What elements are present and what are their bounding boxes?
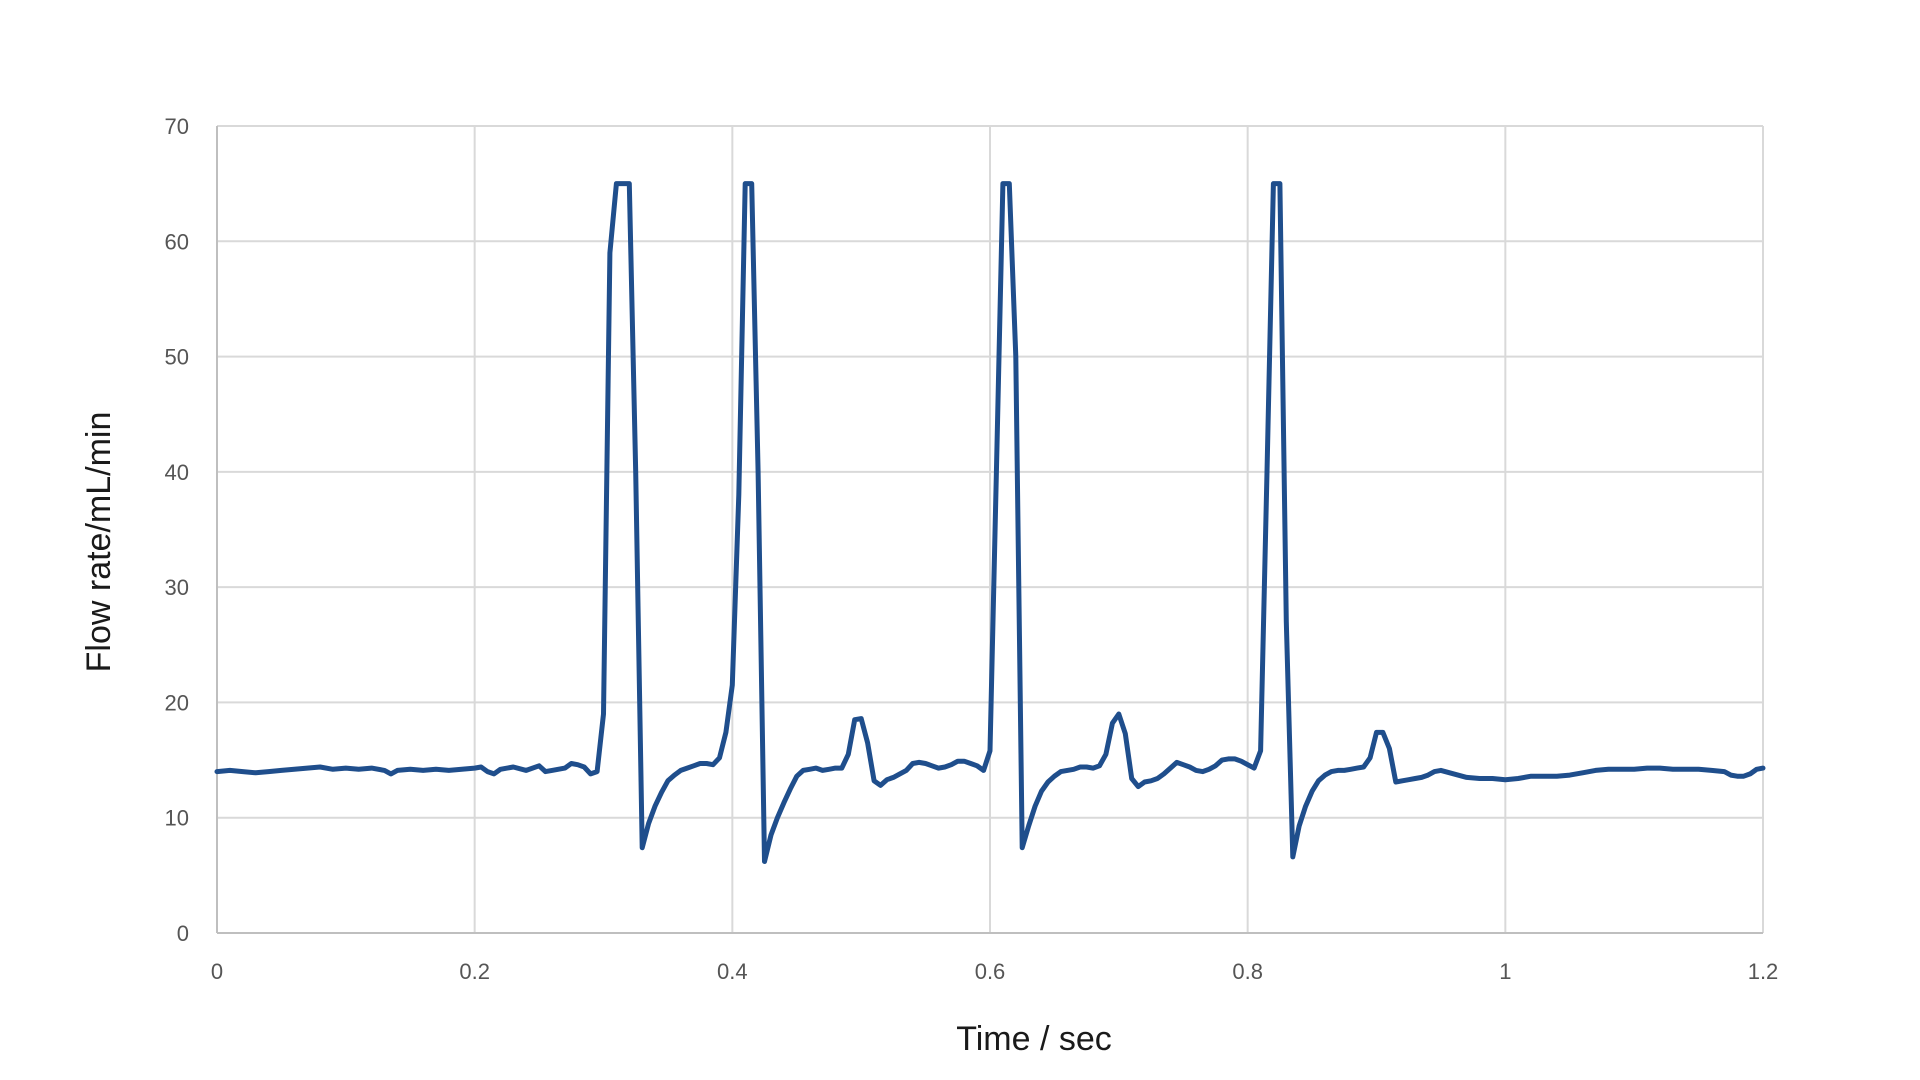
y-tick-label: 60	[165, 229, 189, 254]
y-tick-label: 40	[165, 460, 189, 485]
y-tick-label: 20	[165, 690, 189, 715]
y-tick-label: 30	[165, 575, 189, 600]
plot-axes	[216, 126, 1763, 934]
y-tick-label: 10	[165, 806, 189, 831]
x-tick-label: 0	[211, 959, 223, 984]
y-tick-label: 0	[177, 921, 189, 946]
grid-lines	[216, 125, 1764, 934]
flow-rate-line	[214, 181, 1766, 864]
y-axis-title: Flow rate/mL/min	[80, 412, 118, 673]
x-tick-label: 1	[1499, 959, 1511, 984]
x-tick-label: 0.8	[1232, 959, 1263, 984]
x-tick-label: 1.2	[1748, 959, 1779, 984]
y-tick-label: 50	[165, 345, 189, 370]
x-axis-title: Time / sec	[956, 1020, 1112, 1058]
x-tick-label: 0.2	[459, 959, 490, 984]
tick-labels: 0 10 20 30 40 50 60 70 0 0.2 0.4 0.6 0.8 1 1.2	[165, 114, 1779, 984]
y-tick-label: 70	[165, 114, 189, 139]
x-tick-label: 0.6	[975, 959, 1006, 984]
x-tick-label: 0.4	[717, 959, 748, 984]
